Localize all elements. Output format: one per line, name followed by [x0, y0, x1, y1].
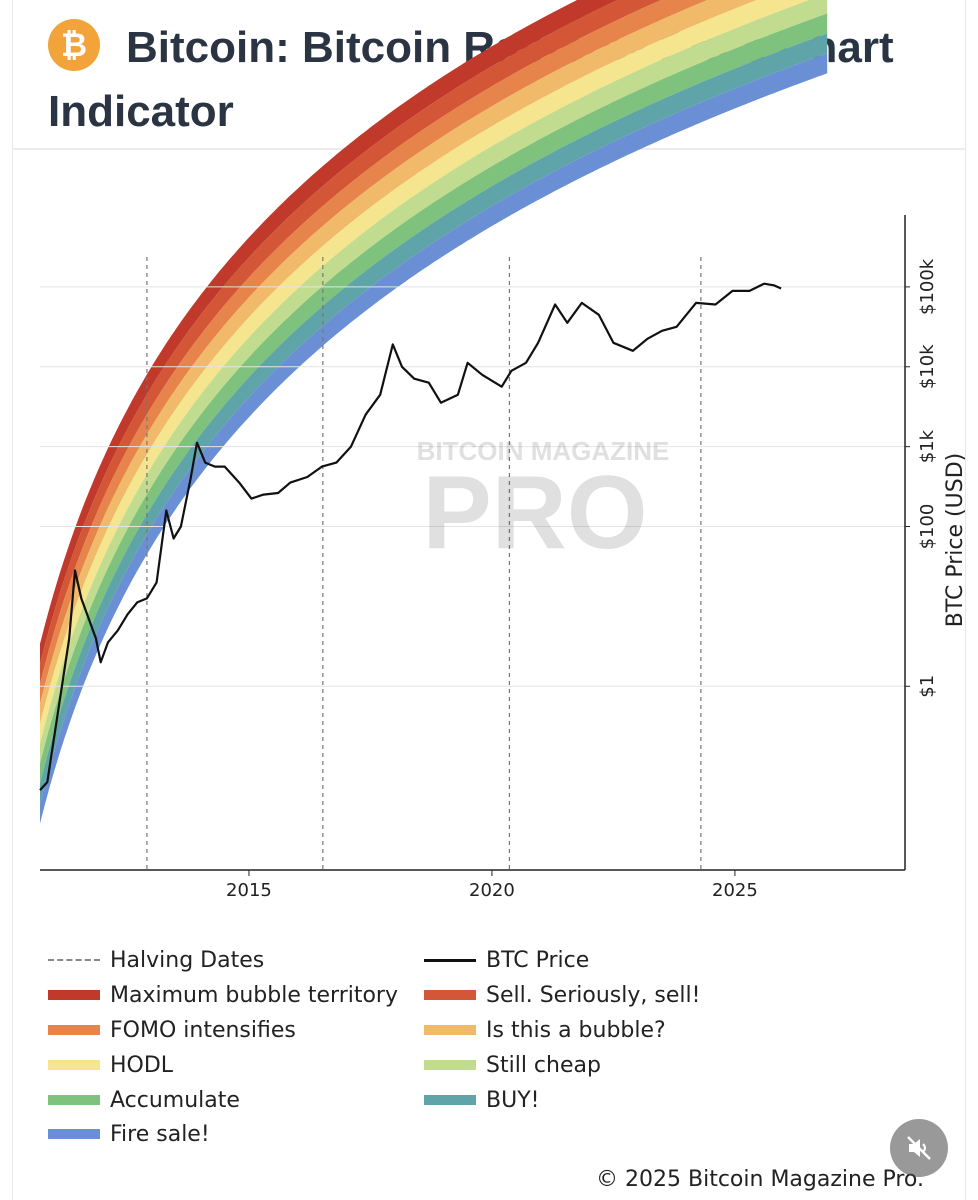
legend-item-band: Is this a bubble?	[424, 1016, 666, 1044]
legend-label-band: BUY!	[486, 1087, 540, 1113]
watermark-top: BITCOIN MAGAZINE	[417, 436, 670, 466]
bitcoin-logo-icon: ₿	[48, 19, 100, 71]
legend-label-band: Fire sale!	[110, 1121, 210, 1147]
legend-item-halving: Halving Dates	[48, 946, 264, 974]
legend-swatch-band	[424, 990, 476, 1000]
legend-item-band: Still cheap	[424, 1051, 601, 1079]
legend-swatch-band	[48, 1095, 100, 1105]
legend-swatch-band	[48, 1060, 100, 1070]
legend-swatch-btc-price	[424, 958, 476, 962]
y-tick-label: $100k	[917, 258, 938, 315]
y-tick-label: $1	[917, 675, 938, 698]
chart-card	[12, 0, 966, 1200]
legend-swatch-band	[48, 1129, 100, 1139]
y-tick-label: $1k	[917, 429, 938, 463]
legend-label-band: Is this a bubble?	[486, 1017, 666, 1043]
y-axis-label: BTC Price (USD)	[943, 453, 968, 627]
legend-label-band: HODL	[110, 1052, 174, 1078]
x-tick-label: 2025	[712, 880, 758, 901]
legend-label-band: Accumulate	[110, 1087, 240, 1113]
legend-label-btc-price: BTC Price	[486, 947, 590, 973]
legend-item-band: Sell. Seriously, sell!	[424, 981, 700, 1009]
legend-item-band: Accumulate	[48, 1086, 240, 1114]
legend-swatch-band	[424, 1060, 476, 1070]
y-tick-label: $10k	[917, 344, 938, 389]
legend-item-band: Maximum bubble territory	[48, 981, 398, 1009]
legend-label-band: Still cheap	[486, 1052, 601, 1078]
legend-item-band: FOMO intensifies	[48, 1016, 296, 1044]
legend-item-band: Fire sale!	[48, 1120, 210, 1148]
legend-swatch-band	[48, 1025, 100, 1035]
copyright: © 2025 Bitcoin Magazine Pro.	[596, 1167, 924, 1192]
legend-label-band: FOMO intensifies	[110, 1017, 296, 1043]
legend-item-band: BUY!	[424, 1086, 539, 1114]
watermark-bottom: PRO	[422, 455, 647, 571]
legend-swatch-band	[48, 990, 100, 1000]
legend-swatch-halving	[48, 959, 100, 961]
y-tick-label: $100	[917, 504, 938, 550]
rainbow-chart: BITCOIN MAGAZINE PRO 2015 2020 2025 $1 $100…	[39, 0, 968, 901]
btc-price-line	[39, 282, 782, 791]
legend-swatch-band	[424, 1025, 476, 1035]
legend-label-halving: Halving Dates	[110, 947, 265, 973]
x-tick-label: 2020	[469, 880, 515, 901]
legend-label-band: Maximum bubble territory	[110, 982, 398, 1008]
x-tick-label: 2015	[226, 880, 272, 901]
legend-item-btc-price: BTC Price	[424, 946, 589, 974]
legend-swatch-band	[424, 1095, 476, 1105]
speaker-muted-icon	[907, 1136, 931, 1160]
svg-text:₿: ₿	[61, 26, 87, 64]
legend-item-band: HODL	[48, 1051, 173, 1079]
mute-button[interactable]	[890, 1119, 948, 1177]
legend-label-band: Sell. Seriously, sell!	[486, 982, 701, 1008]
